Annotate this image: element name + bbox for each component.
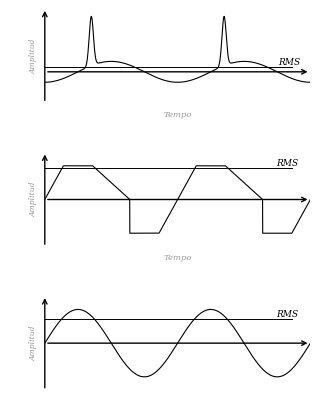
Text: Tempo: Tempo — [164, 111, 192, 119]
Text: Tempo: Tempo — [164, 398, 192, 399]
Text: RMS: RMS — [276, 159, 298, 168]
Text: Amplitud: Amplitud — [29, 38, 37, 73]
Text: RMS: RMS — [276, 310, 298, 319]
Text: Tempo: Tempo — [164, 254, 192, 262]
Text: Amplitud: Amplitud — [29, 182, 37, 217]
Text: Amplitud: Amplitud — [29, 326, 37, 361]
Text: RMS: RMS — [278, 58, 301, 67]
